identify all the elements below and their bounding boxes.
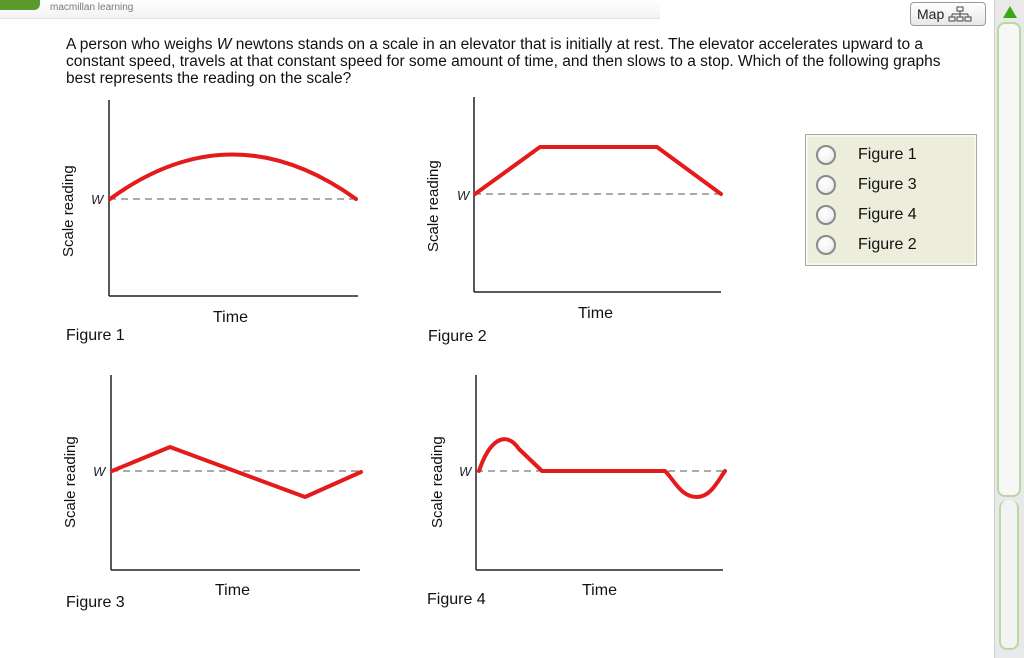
figure-3-caption: Figure 3 <box>66 594 125 611</box>
figure-4-x-axis-label: Time <box>582 582 617 599</box>
figure-4-curve <box>477 437 727 499</box>
figure-2-curve <box>473 145 723 196</box>
option-figure-1[interactable]: Figure 1 <box>816 143 917 167</box>
option-label: Figure 1 <box>858 146 917 163</box>
answer-options-box: Figure 1 Figure 3 Figure 4 Figure 2 <box>805 134 977 266</box>
figure-4-caption: Figure 4 <box>427 591 486 608</box>
figure-2-graph <box>473 97 723 293</box>
figure-1-y-axis-label: Scale reading <box>60 165 77 257</box>
figure-3-curve <box>110 445 363 499</box>
option-figure-4[interactable]: Figure 4 <box>816 203 917 227</box>
vertical-scrollbar[interactable] <box>994 0 1024 658</box>
option-label: Figure 3 <box>858 176 917 193</box>
sitemap-icon <box>948 6 972 22</box>
option-figure-2[interactable]: Figure 2 <box>816 233 917 257</box>
macmillan-logo <box>0 0 40 10</box>
figure-1-w-label: W <box>91 192 104 207</box>
figure-2-x-axis-label: Time <box>578 305 613 322</box>
scrollbar-thumb[interactable] <box>997 22 1021 497</box>
figure-3-w-label: W <box>93 464 106 479</box>
figure-3-y-axis-label: Scale reading <box>62 436 79 528</box>
figure-1-curve <box>108 152 358 201</box>
figure-3-x-axis-label: Time <box>215 582 250 599</box>
option-figure-3[interactable]: Figure 3 <box>816 173 917 197</box>
radio-button[interactable] <box>816 235 836 255</box>
figure-4-y-axis-label: Scale reading <box>429 436 446 528</box>
figure-1-x-axis-label: Time <box>213 309 248 326</box>
figure-1-graph <box>108 100 358 297</box>
scrollbar-track[interactable] <box>999 500 1019 650</box>
question-text: A person who weighs W newtons stands on … <box>66 36 941 87</box>
scroll-up-arrow-icon[interactable] <box>999 2 1021 24</box>
map-label: Map <box>917 6 945 22</box>
figure-1-caption: Figure 1 <box>66 327 125 344</box>
brand-name: macmillan learning <box>50 2 134 13</box>
map-button[interactable]: Map <box>910 2 986 26</box>
figure-4-w-label: W <box>459 464 472 479</box>
figure-2-caption: Figure 2 <box>428 328 487 345</box>
option-label: Figure 2 <box>858 236 917 253</box>
figure-2-w-label: W <box>457 188 470 203</box>
option-label: Figure 4 <box>858 206 917 223</box>
radio-button[interactable] <box>816 175 836 195</box>
figure-3-graph <box>110 375 363 571</box>
figure-2-y-axis-label: Scale reading <box>425 160 442 252</box>
radio-button[interactable] <box>816 205 836 225</box>
radio-button[interactable] <box>816 145 836 165</box>
figure-4-graph <box>475 375 727 571</box>
top-bar: macmillan learning <box>0 0 660 19</box>
